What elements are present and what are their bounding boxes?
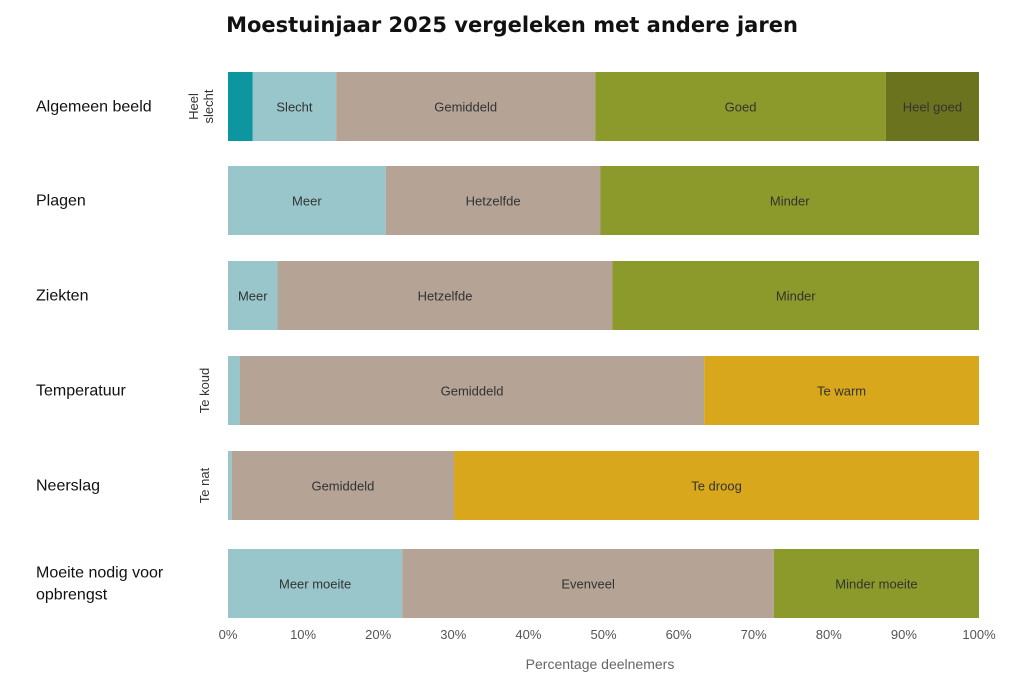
segment-label: Gemiddeld [434, 100, 497, 115]
category-label: Moeite nodig voor opbrengst [36, 565, 164, 604]
chart-title: Moestuinjaar 2025 vergeleken met andere … [226, 13, 798, 37]
segment-label: Hetzelfde [466, 194, 521, 209]
x-axis-ticks: 0% 10% 20% 30% 40% 50% 60% 70% 80% 90% 100% [219, 627, 996, 642]
bar-segment [240, 356, 705, 425]
bar-segment [228, 356, 241, 425]
segment-label: Te koud [197, 368, 212, 414]
x-tick-label: 30% [440, 627, 466, 642]
segment-label: Minder [776, 289, 816, 304]
segment-label: Meer moeite [279, 577, 351, 592]
bar-segment [231, 451, 455, 520]
bar-segment [704, 356, 979, 425]
segment-label: Te nat [197, 467, 212, 503]
segment-label: Hetzelfde [418, 289, 473, 304]
segment-label: Gemiddeld [311, 479, 374, 494]
segment-label-group: Heelslecht [186, 89, 216, 123]
bar-segment [336, 72, 596, 141]
bar-segment [228, 549, 403, 618]
bar-segment [228, 166, 386, 235]
x-tick-label: 50% [590, 627, 616, 642]
segment-label: Meer [238, 289, 268, 304]
bar-segment [252, 72, 337, 141]
category-label: Plagen [36, 193, 86, 210]
category-label: Ziekten [36, 288, 88, 305]
x-axis-title: Percentage deelnemers [526, 656, 675, 672]
x-tick-label: 100% [962, 627, 996, 642]
bar-segment [612, 261, 979, 330]
segment-label-group: Te koud [197, 368, 212, 414]
bar-segment [885, 72, 979, 141]
x-tick-label: 10% [290, 627, 316, 642]
segment-label: Te droog [691, 479, 742, 494]
bar-segment [773, 549, 979, 618]
bar-segment [228, 72, 253, 141]
category-label: Neerslag [36, 478, 100, 495]
segment-label: Goed [725, 100, 757, 115]
bar-segment [402, 549, 774, 618]
segment-label: Heel goed [903, 100, 962, 115]
segment-label: Evenveel [561, 577, 615, 592]
segment-label: Minder [770, 194, 810, 209]
x-tick-label: 70% [741, 627, 767, 642]
bar-segment [600, 166, 979, 235]
bar-segment [385, 166, 601, 235]
segment-label: Heelslecht [186, 89, 216, 123]
bar-segment [595, 72, 886, 141]
segment-label: Minder moeite [835, 577, 917, 592]
bars-group: Algemeen beeld Heelslecht Slecht Gemiddeld G… [36, 72, 979, 618]
segment-label: Meer [292, 194, 322, 209]
segment-label: Slecht [276, 100, 313, 115]
x-tick-label: 40% [515, 627, 541, 642]
x-tick-label: 60% [666, 627, 692, 642]
segment-label-group: Te nat [197, 467, 212, 503]
segment-label: Gemiddeld [441, 384, 504, 399]
segment-label: Te warm [817, 384, 866, 399]
bar-segment [454, 451, 979, 520]
x-tick-label: 0% [219, 627, 238, 642]
bar-segment [228, 261, 278, 330]
x-tick-label: 20% [365, 627, 391, 642]
bar-segment [277, 261, 613, 330]
x-tick-label: 80% [816, 627, 842, 642]
category-label: Temperatuur [36, 383, 126, 400]
x-tick-label: 90% [891, 627, 917, 642]
bar-segment [228, 451, 232, 520]
category-label: Algemeen beeld [36, 99, 152, 116]
